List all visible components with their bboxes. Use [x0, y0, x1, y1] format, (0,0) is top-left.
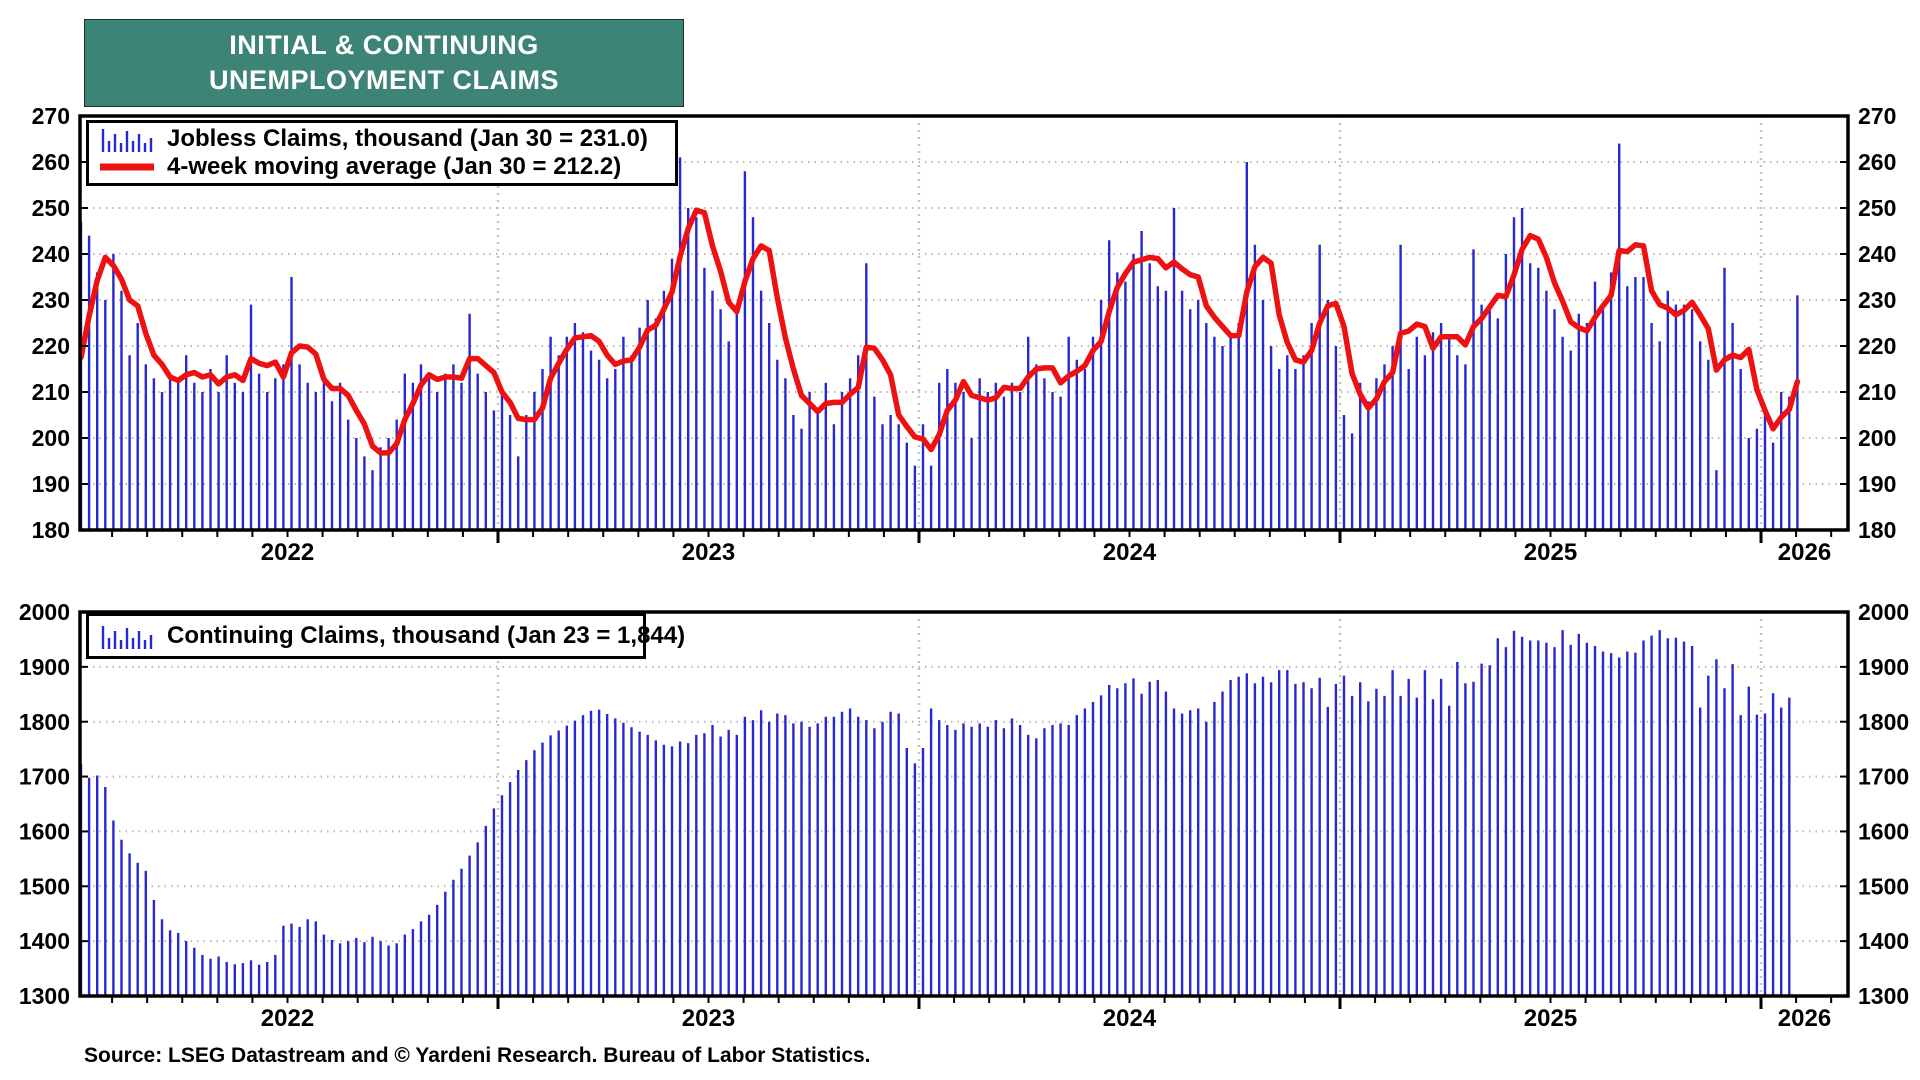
y-axis-label-left: 240 — [32, 241, 70, 267]
jobless-claims-legend-label: Jobless Claims, thousand (Jan 30 = 231.0… — [167, 125, 648, 152]
y-axis-label-right: 200 — [1858, 425, 1896, 451]
y-axis-label-left: 270 — [32, 103, 70, 129]
continuing-claims-legend-label: Continuing Claims, thousand (Jan 23 = 1,… — [167, 622, 686, 649]
initial-claims-legend: Jobless Claims, thousand (Jan 30 = 231.0… — [86, 120, 678, 186]
y-axis-label-right: 180 — [1858, 517, 1896, 543]
y-axis-label-left: 2000 — [19, 599, 70, 625]
y-axis-label-left: 250 — [32, 195, 70, 221]
y-axis-label-left: 1400 — [19, 928, 70, 954]
y-axis-label-right: 1400 — [1858, 928, 1909, 954]
blue-stems-icon — [99, 623, 155, 649]
y-axis-label-left: 1700 — [19, 764, 70, 790]
y-axis-label-right: 1900 — [1858, 654, 1909, 680]
y-axis-label-right: 1800 — [1858, 709, 1909, 735]
y-axis-label-right: 270 — [1858, 103, 1896, 129]
continuing-claims-frame — [78, 610, 1850, 998]
x-axis-year-label: 2024 — [1103, 1005, 1157, 1032]
x-axis-year-label: 2025 — [1524, 539, 1577, 566]
moving-average-line — [80, 207, 1801, 456]
y-axis-label-right: 2000 — [1858, 599, 1909, 625]
y-axis-label-left: 1600 — [19, 818, 70, 844]
y-axis-label-right: 250 — [1858, 195, 1896, 221]
chart-title-line2: UNEMPLOYMENT CLAIMS — [209, 65, 559, 95]
y-axis-label-left: 1800 — [19, 709, 70, 735]
y-axis-label-left: 230 — [32, 287, 70, 313]
y-axis-label-right: 210 — [1858, 379, 1896, 405]
y-axis-label-left: 210 — [32, 379, 70, 405]
x-axis-year-label: 2024 — [1103, 539, 1157, 566]
source-text: Source: LSEG Datastream and © Yardeni Re… — [84, 1044, 871, 1067]
y-axis-label-left: 180 — [32, 517, 70, 543]
red-line-icon — [99, 163, 155, 171]
legend-row-continuing: Continuing Claims, thousand (Jan 23 = 1,… — [99, 621, 685, 651]
x-axis-year-label: 2022 — [261, 539, 314, 566]
y-axis-label-left: 1500 — [19, 873, 70, 899]
y-axis-label-left: 200 — [32, 425, 70, 451]
x-axis-year-label: 2022 — [261, 1005, 314, 1032]
initial-claims-panel: 180 180 190 190 200 200 210 210 220 220 230 230 240 2… — [32, 103, 1897, 566]
y-axis-label-right: 240 — [1858, 241, 1896, 267]
y-axis-label-right: 220 — [1858, 333, 1896, 359]
y-axis-label-right: 190 — [1858, 471, 1896, 497]
legend-row-jobless: Jobless Claims, thousand (Jan 30 = 231.0… — [99, 125, 665, 153]
x-axis-year-label: 2023 — [682, 1005, 735, 1032]
moving-average-legend-label: 4-week moving average (Jan 30 = 212.2) — [167, 153, 622, 180]
x-axis-year-label: 2026 — [1778, 539, 1831, 566]
y-axis-label-right: 1600 — [1858, 818, 1909, 844]
legend-row-ma: 4-week moving average (Jan 30 = 212.2) — [99, 153, 665, 181]
y-axis-label-right: 1500 — [1858, 873, 1909, 899]
y-axis-label-left: 1300 — [19, 983, 70, 1009]
y-axis-label-right: 1300 — [1858, 983, 1909, 1009]
initial-claims-bars — [80, 143, 1799, 529]
y-axis-label-right: 260 — [1858, 149, 1896, 175]
x-axis-year-label: 2023 — [682, 539, 735, 566]
y-axis-label-right: 230 — [1858, 287, 1896, 313]
x-axis-year-label: 2026 — [1778, 1005, 1831, 1032]
y-axis-label-left: 1900 — [19, 654, 70, 680]
continuing-claims-panel: 1300 1300 1400 1400 1500 1500 1600 1600 1700 1700… — [19, 599, 1909, 1032]
initial-claims-frame — [78, 114, 1850, 532]
chart-title-line1: INITIAL & CONTINUING — [229, 30, 539, 60]
y-axis-label-right: 1700 — [1858, 764, 1909, 790]
y-axis-label-left: 260 — [32, 149, 70, 175]
blue-stems-icon — [99, 126, 155, 152]
y-axis-label-left: 220 — [32, 333, 70, 359]
y-axis-label-left: 190 — [32, 471, 70, 497]
chart-title-box: INITIAL & CONTINUING UNEMPLOYMENT CLAIMS — [84, 19, 684, 107]
continuing-claims-bars — [80, 630, 1791, 995]
x-axis-year-label: 2025 — [1524, 1005, 1577, 1032]
continuing-claims-legend: Continuing Claims, thousand (Jan 23 = 1,… — [86, 613, 685, 659]
